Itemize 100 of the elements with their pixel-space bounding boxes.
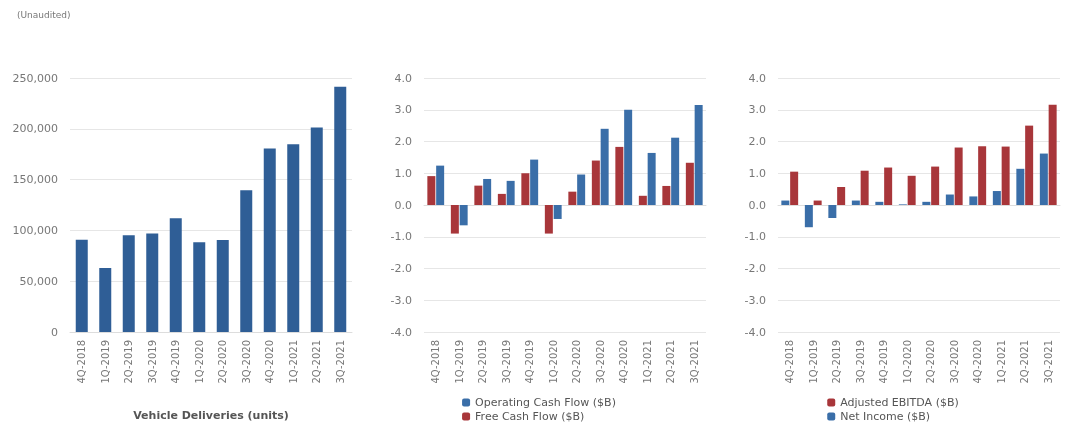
x-tick-label: 1Q-2019 [453, 340, 465, 384]
bar [1048, 104, 1057, 205]
y-tick-label: 200,000 [12, 122, 58, 136]
x-tick-label: 1Q-2020 [547, 340, 559, 384]
x-tick-label: 4Q-2019 [524, 340, 536, 384]
bar [954, 147, 963, 205]
bar [694, 104, 703, 205]
bar [263, 148, 276, 332]
x-tick-label: 4Q-2019 [878, 340, 890, 384]
bar [497, 193, 506, 205]
x-tick-label: 1Q-2020 [901, 340, 913, 384]
x-tick-label: 2Q-2020 [925, 340, 937, 384]
bar [828, 205, 837, 219]
x-tick-label: 3Q-2020 [948, 340, 960, 384]
x-tick-label: 4Q-2018 [76, 340, 88, 384]
bar [483, 178, 492, 205]
y-tick-label: 4.0 [748, 71, 766, 85]
x-tick-label: 2Q-2020 [571, 340, 583, 384]
y-tick-label: 250,000 [12, 71, 58, 85]
bar [553, 205, 562, 219]
bar [334, 86, 347, 332]
bar [1025, 125, 1034, 205]
x-tick-label: 2Q-2021 [1019, 340, 1031, 384]
y-tick-label: -1.0 [390, 230, 412, 244]
x-tick-label: 3Q-2019 [146, 340, 158, 384]
bar [99, 267, 112, 332]
y-tick-label: -2.0 [744, 262, 766, 275]
x-tick-label: 2Q-2019 [831, 340, 843, 384]
bar [922, 201, 931, 205]
y-tick-label: -2.0 [390, 262, 412, 275]
bar [662, 185, 671, 205]
y-tick-label: 3.0 [394, 103, 412, 117]
bar [837, 186, 846, 205]
bar [638, 195, 647, 205]
bar [931, 166, 940, 205]
bar [122, 235, 135, 332]
bar [600, 128, 609, 205]
y-tick-label: 150,000 [12, 173, 58, 187]
x-tick-label: 2Q-2019 [477, 340, 489, 384]
x-tick-label: 3Q-2020 [594, 340, 606, 384]
x-tick-label: 1Q-2019 [99, 340, 111, 384]
x-tick-label: 2Q-2021 [665, 340, 677, 384]
y-tick-label: -3.0 [744, 293, 766, 307]
bar [685, 162, 694, 205]
x-tick-label: 4Q-2018 [430, 340, 442, 384]
x-tick-label: 1Q-2020 [193, 340, 205, 384]
legend-label: Free Cash Flow ($B) [475, 410, 585, 423]
bar [450, 205, 459, 234]
x-tick-label: 3Q-2019 [500, 340, 512, 384]
bar [287, 144, 300, 332]
bar [216, 239, 229, 332]
x-tick-label: 1Q-2021 [995, 340, 1007, 384]
x-tick-label: 3Q-2020 [240, 340, 252, 384]
chart-subtitle: (Unaudited) [17, 9, 71, 20]
y-tick-label: 100,000 [12, 223, 58, 237]
bar [647, 152, 656, 205]
bar [544, 205, 553, 234]
bar [591, 160, 600, 205]
bar [875, 201, 884, 205]
y-tick-label: 50,000 [19, 274, 58, 288]
y-tick-label: 1.0 [394, 166, 412, 180]
bar [568, 191, 577, 205]
legend-label: Adjusted EBITDA ($B) [840, 396, 959, 409]
y-tick-label: -4.0 [390, 325, 412, 339]
y-tick-label: 4.0 [394, 71, 412, 85]
legend-label: Operating Cash Flow ($B) [475, 396, 616, 409]
y-tick-label: -4.0 [744, 325, 766, 339]
bar [1039, 153, 1048, 205]
x-tick-label: 4Q-2018 [784, 340, 796, 384]
x-tick-label: 3Q-2021 [1042, 340, 1054, 384]
legend-label: Net Income ($B) [840, 410, 931, 423]
bar [577, 174, 586, 205]
bar [978, 146, 987, 205]
y-tick-label: 1.0 [748, 166, 766, 180]
bar [506, 180, 515, 205]
x-tick-label: 2Q-2020 [217, 340, 229, 384]
y-tick-label: -1.0 [744, 230, 766, 244]
x-tick-label: 2Q-2021 [311, 340, 323, 384]
bar [521, 173, 530, 205]
bar [624, 109, 633, 205]
bar [146, 233, 159, 332]
bar [671, 137, 680, 205]
bar [1001, 146, 1010, 205]
x-tick-label: 4Q-2020 [972, 340, 984, 384]
x-tick-label: 2Q-2019 [123, 340, 135, 384]
bar [884, 167, 893, 205]
bar [804, 205, 813, 228]
bar [969, 196, 978, 205]
y-tick-label: -3.0 [390, 293, 412, 307]
bar [860, 170, 869, 205]
bar [945, 194, 954, 205]
bar [240, 190, 253, 332]
x-tick-label: 3Q-2019 [854, 340, 866, 384]
bar [193, 242, 206, 332]
bar [907, 175, 916, 205]
bar [427, 176, 436, 205]
bar [310, 127, 323, 332]
x-tick-label: 3Q-2021 [334, 340, 346, 384]
y-tick-label: 0 [51, 325, 58, 339]
bar [169, 218, 182, 332]
